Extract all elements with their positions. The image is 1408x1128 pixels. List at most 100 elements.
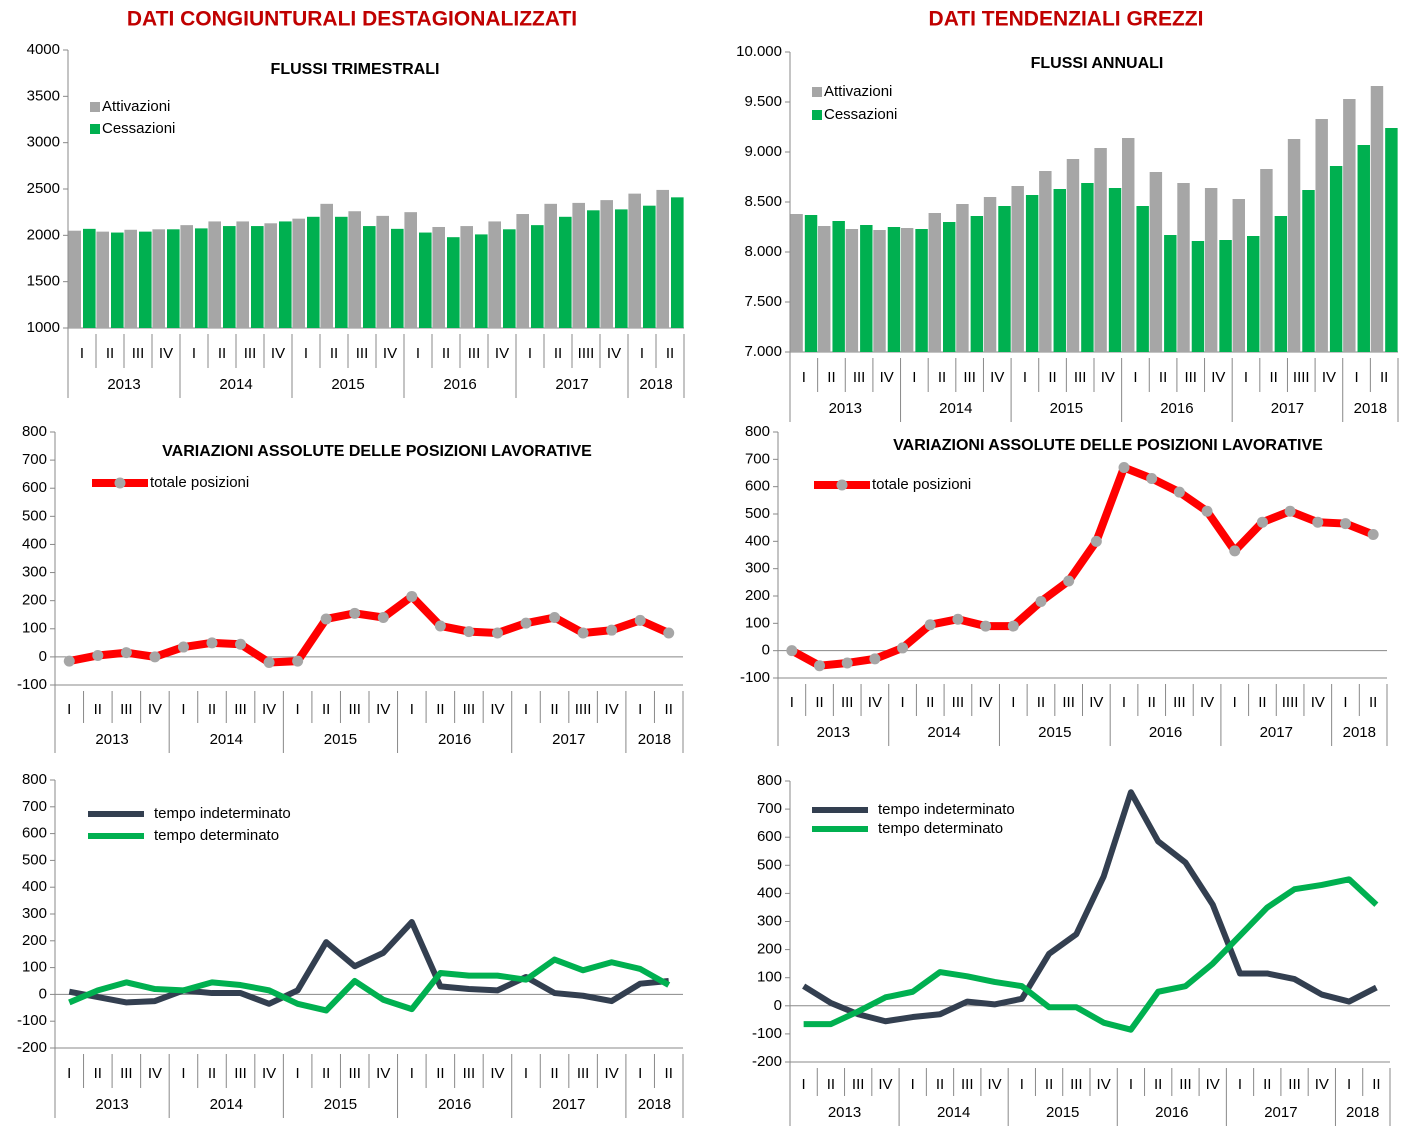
y-tick-label: 1000 <box>27 319 60 336</box>
y-tick-label: -100 <box>17 1012 47 1029</box>
year-label: 2014 <box>210 731 243 748</box>
bar <box>1247 236 1260 352</box>
y-tick-label: 700 <box>757 800 782 817</box>
y-tick-label: -100 <box>740 669 770 686</box>
legend-label: tempo determinato <box>154 827 279 844</box>
y-tick-label: 600 <box>22 825 47 842</box>
bar <box>96 231 109 328</box>
year-label: 2015 <box>1038 724 1071 741</box>
bar <box>279 221 292 328</box>
line <box>68 592 671 667</box>
bar <box>264 223 277 328</box>
x-tick-label: II <box>436 701 444 718</box>
bar <box>559 216 572 328</box>
x-tick-label: II <box>1048 369 1056 386</box>
year-label: 2013 <box>828 1104 861 1121</box>
x-tick-label: I <box>1122 694 1126 711</box>
bar <box>503 229 516 328</box>
x-tick-label: III <box>963 369 976 386</box>
x-tick-label: IIII <box>578 345 595 362</box>
x-tick-label: III <box>852 1076 865 1093</box>
bar <box>1315 119 1328 352</box>
x-tick-label: III <box>841 694 854 711</box>
y-tick-label: 2500 <box>27 180 60 197</box>
x-tick-label: IV <box>1097 1076 1111 1093</box>
x-tick-label: II <box>1148 694 1156 711</box>
bar <box>628 193 641 328</box>
x-tick-label: II <box>322 1065 330 1082</box>
legend-label: tempo indeterminato <box>154 805 291 822</box>
bar <box>1204 188 1218 352</box>
x-tick-label: II <box>1154 1076 1162 1093</box>
year-label: 2018 <box>1354 400 1387 417</box>
x-tick-label: I <box>181 701 185 718</box>
marker <box>63 655 75 667</box>
year-label: 2013 <box>817 724 850 741</box>
y-tick-label: 400 <box>22 535 47 552</box>
x-tick-label: I <box>416 345 420 362</box>
y-tick-label: 7.500 <box>744 293 782 310</box>
x-tick-label: III <box>1179 1076 1192 1093</box>
bar <box>1149 172 1163 352</box>
y-tick-label: 200 <box>22 932 47 949</box>
line <box>68 919 670 1007</box>
marker <box>1201 505 1213 517</box>
x-tick-label: IIII <box>1282 694 1299 711</box>
year-label: 2018 <box>638 731 671 748</box>
y-tick-label: 700 <box>22 798 47 815</box>
y-tick-label: 500 <box>757 856 782 873</box>
bar <box>790 214 803 352</box>
legend-swatch <box>90 102 100 112</box>
marker <box>814 660 826 672</box>
x-tick-label: III <box>348 1065 361 1082</box>
y-tick-label: 0 <box>39 648 47 665</box>
x-tick-label: IV <box>607 345 621 362</box>
section-heading: DATI CONGIUNTURALI DESTAGIONALIZZATI <box>127 8 577 31</box>
x-tick-label: II <box>665 701 673 718</box>
x-tick-label: IV <box>159 345 173 362</box>
bar <box>1039 171 1052 352</box>
x-tick-label: I <box>192 345 196 362</box>
bar <box>1219 240 1232 352</box>
x-tick-label: I <box>912 369 916 386</box>
year-label: 2017 <box>552 731 585 748</box>
y-tick-label: 600 <box>757 828 782 845</box>
x-tick-label: I <box>1354 369 1358 386</box>
year-label: 2018 <box>1343 724 1376 741</box>
x-tick-label: I <box>67 701 71 718</box>
x-tick-label: II <box>208 701 216 718</box>
line <box>803 876 1379 1033</box>
marker <box>520 617 532 629</box>
bar <box>68 230 81 328</box>
y-tick-label: -200 <box>17 1039 47 1056</box>
x-tick-label: II <box>938 369 946 386</box>
y-tick-label: 9.500 <box>744 93 782 110</box>
x-tick-label: IV <box>495 345 509 362</box>
x-tick-label: II <box>94 1065 102 1082</box>
marker <box>1284 505 1296 517</box>
y-tick-label: 4000 <box>27 41 60 58</box>
x-tick-label: III <box>468 345 481 362</box>
x-tick-label: I <box>900 694 904 711</box>
x-tick-label: II <box>554 345 562 362</box>
x-tick-label: III <box>952 694 965 711</box>
marker <box>841 657 853 669</box>
bar <box>404 212 417 328</box>
bar <box>363 226 376 328</box>
y-tick-label: 400 <box>745 532 770 549</box>
y-tick-label: 100 <box>22 959 47 976</box>
bar <box>1164 235 1177 352</box>
year-label: 2013 <box>95 731 128 748</box>
x-tick-label: II <box>1045 1076 1053 1093</box>
marker <box>320 613 332 625</box>
legend-marker <box>836 479 848 491</box>
y-tick-label: 400 <box>757 884 782 901</box>
x-tick-label: III <box>244 345 257 362</box>
x-tick-label: IV <box>271 345 285 362</box>
marker <box>869 653 881 665</box>
bar <box>1302 190 1315 352</box>
marker <box>786 645 798 657</box>
x-tick-label: IV <box>490 1065 504 1082</box>
bar <box>475 234 488 328</box>
x-tick-label: I <box>1020 1076 1024 1093</box>
